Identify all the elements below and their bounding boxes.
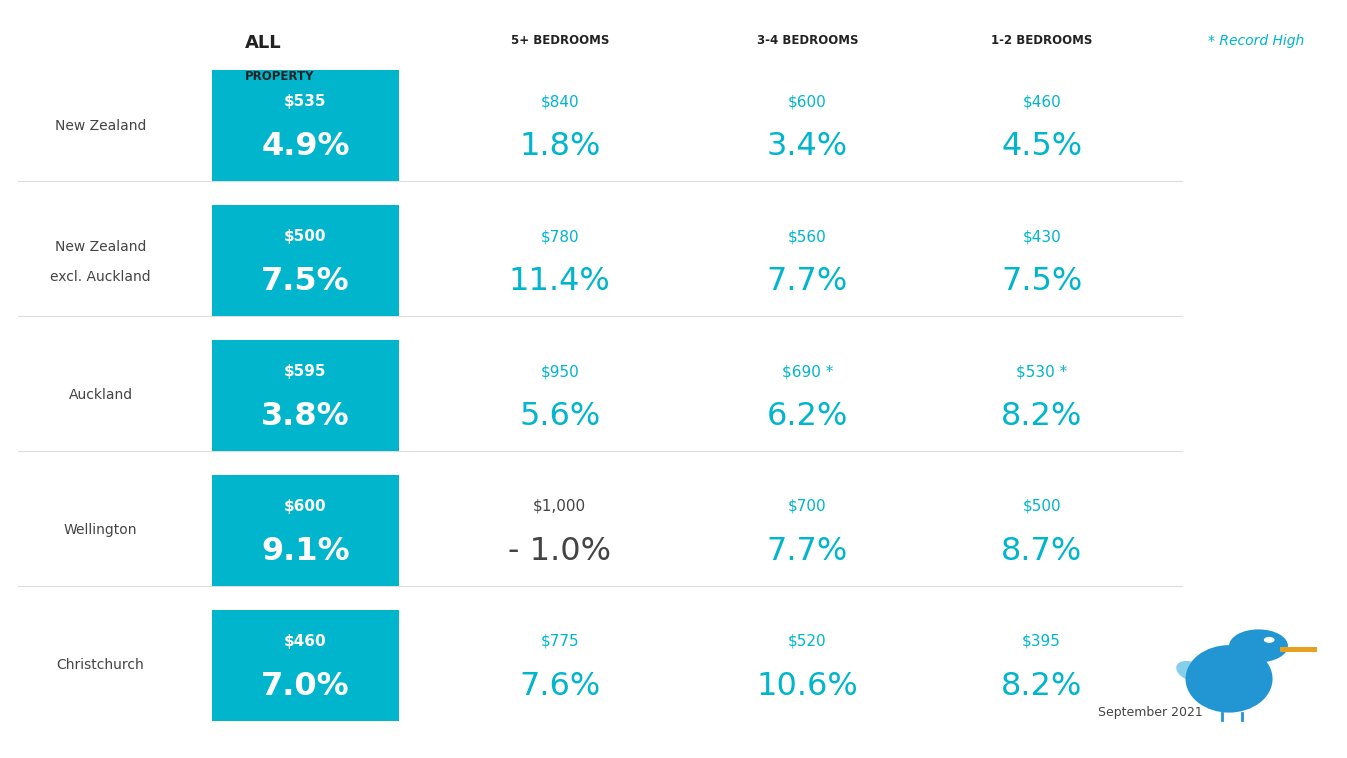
Text: $600: $600 <box>788 94 827 109</box>
Text: ALL: ALL <box>245 34 282 52</box>
Text: 3-4 BEDROOMS: 3-4 BEDROOMS <box>757 34 858 47</box>
Text: $530 *: $530 * <box>1016 364 1067 379</box>
Text: 1.8%: 1.8% <box>519 131 601 162</box>
Text: $395: $395 <box>1022 634 1061 649</box>
Text: $500: $500 <box>1022 499 1061 514</box>
FancyBboxPatch shape <box>211 610 399 721</box>
Text: 9.1%: 9.1% <box>261 536 350 567</box>
Text: 7.5%: 7.5% <box>1001 266 1082 297</box>
Text: $460: $460 <box>1022 94 1061 109</box>
Text: $500: $500 <box>284 229 326 244</box>
Ellipse shape <box>1185 645 1273 713</box>
Text: * Record High: * Record High <box>1208 34 1304 49</box>
Text: 5+ BEDROOMS: 5+ BEDROOMS <box>511 34 609 47</box>
FancyBboxPatch shape <box>211 475 399 586</box>
Text: Auckland: Auckland <box>69 389 132 402</box>
Text: 7.7%: 7.7% <box>766 266 849 297</box>
Text: 3.8%: 3.8% <box>261 401 350 432</box>
Text: $460: $460 <box>284 634 327 649</box>
Text: 8.7%: 8.7% <box>1001 536 1082 567</box>
Text: $560: $560 <box>788 229 827 244</box>
Text: $535: $535 <box>284 94 326 109</box>
Text: - 1.0%: - 1.0% <box>508 536 612 567</box>
Text: 8.2%: 8.2% <box>1001 671 1083 702</box>
Text: 8.2%: 8.2% <box>1001 401 1083 432</box>
Text: 7.0%: 7.0% <box>261 671 350 702</box>
Text: Wellington: Wellington <box>63 524 137 537</box>
Text: 11.4%: 11.4% <box>509 266 610 297</box>
Text: $1,000: $1,000 <box>533 499 586 514</box>
Circle shape <box>1228 629 1288 662</box>
FancyBboxPatch shape <box>1280 647 1317 652</box>
Text: 7.6%: 7.6% <box>519 671 601 702</box>
Text: New Zealand: New Zealand <box>55 240 147 254</box>
Text: $700: $700 <box>788 499 827 514</box>
Text: $430: $430 <box>1022 229 1061 244</box>
Text: 4.9%: 4.9% <box>261 131 350 162</box>
Text: $690 *: $690 * <box>781 364 832 379</box>
FancyBboxPatch shape <box>211 340 399 451</box>
Text: 6.2%: 6.2% <box>766 401 849 432</box>
Text: 7.7%: 7.7% <box>766 536 849 567</box>
Text: Christchurch: Christchurch <box>57 659 144 672</box>
Text: 10.6%: 10.6% <box>757 671 858 702</box>
Text: 7.5%: 7.5% <box>261 266 350 297</box>
Ellipse shape <box>1176 661 1207 681</box>
Text: New Zealand: New Zealand <box>55 118 147 133</box>
Text: $775: $775 <box>540 634 579 649</box>
Text: 4.5%: 4.5% <box>1001 131 1082 162</box>
Text: 3.4%: 3.4% <box>766 131 847 162</box>
Text: $840: $840 <box>540 94 579 109</box>
Text: $950: $950 <box>540 364 579 379</box>
Text: 1-2 BEDROOMS: 1-2 BEDROOMS <box>991 34 1092 47</box>
Text: $780: $780 <box>540 229 579 244</box>
Circle shape <box>1263 637 1274 643</box>
Text: September 2021: September 2021 <box>1098 706 1203 719</box>
FancyBboxPatch shape <box>211 70 399 181</box>
Text: $520: $520 <box>788 634 827 649</box>
Text: excl. Auckland: excl. Auckland <box>50 270 151 284</box>
Text: 5.6%: 5.6% <box>519 401 601 432</box>
Text: $595: $595 <box>284 364 326 379</box>
FancyBboxPatch shape <box>211 205 399 316</box>
Text: $600: $600 <box>284 499 327 514</box>
Text: PROPERTY: PROPERTY <box>245 70 315 83</box>
